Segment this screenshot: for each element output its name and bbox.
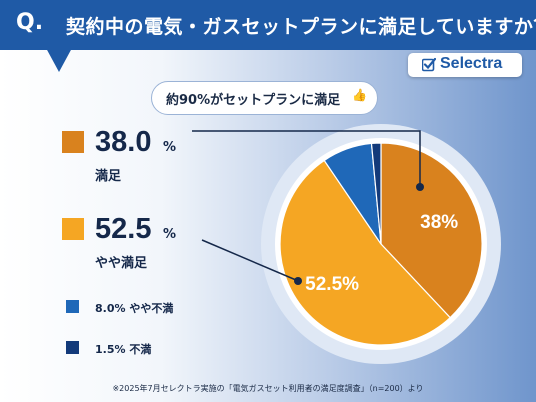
q-mark: Q. bbox=[16, 10, 44, 35]
legend-swatch-somewhat-dissatisfied bbox=[66, 300, 79, 313]
callout-text: 約90%がセットプランに満足 bbox=[166, 93, 341, 108]
pie-label-somewhat-satisfied: 52.5% bbox=[305, 274, 359, 295]
thumbs-up-icon: 👍 bbox=[352, 88, 367, 102]
legend-value-satisfied: 38.0 bbox=[95, 126, 152, 158]
question-title: 契約中の電気・ガスセットプランに満足していますか？ bbox=[66, 16, 536, 38]
header-pointer bbox=[46, 48, 72, 72]
summary-callout bbox=[151, 81, 378, 115]
connector-somewhat-satisfied bbox=[201, 239, 297, 281]
connector-somewhat-satisfied-dot bbox=[294, 277, 302, 285]
brand-check-icon bbox=[422, 57, 436, 72]
brand-name: Selectra bbox=[440, 55, 503, 72]
question-header bbox=[0, 0, 536, 50]
legend-swatch-somewhat-satisfied bbox=[62, 218, 84, 240]
legend-swatch-dissatisfied bbox=[66, 341, 79, 354]
legend-unit-satisfied: % bbox=[163, 140, 177, 155]
pie-label-satisfied: 38% bbox=[420, 212, 458, 233]
legend-label-somewhat-satisfied: やや満足 bbox=[95, 256, 148, 271]
pie-slice-satisfied bbox=[380, 142, 483, 319]
legend-value-somewhat-satisfied: 52.5 bbox=[95, 213, 152, 245]
pie-slice-somewhat-satisfied bbox=[279, 159, 451, 346]
legend-somewhat-dissatisfied: 8.0% やや不満 bbox=[95, 302, 174, 315]
legend-label-satisfied: 満足 bbox=[95, 169, 122, 184]
connector-satisfied-dot bbox=[416, 183, 424, 191]
connector-satisfied bbox=[192, 130, 421, 184]
legend-dissatisfied: 1.5% 不満 bbox=[95, 343, 152, 356]
legend-unit-somewhat-satisfied: % bbox=[163, 227, 177, 242]
pie-slice-dissatisfied bbox=[370, 142, 382, 245]
legend-swatch-satisfied bbox=[62, 131, 84, 153]
footnote: ※2025年7月セレクトラ実施の「電気ガスセット利用者の満足度調査」（n=200… bbox=[112, 384, 424, 393]
